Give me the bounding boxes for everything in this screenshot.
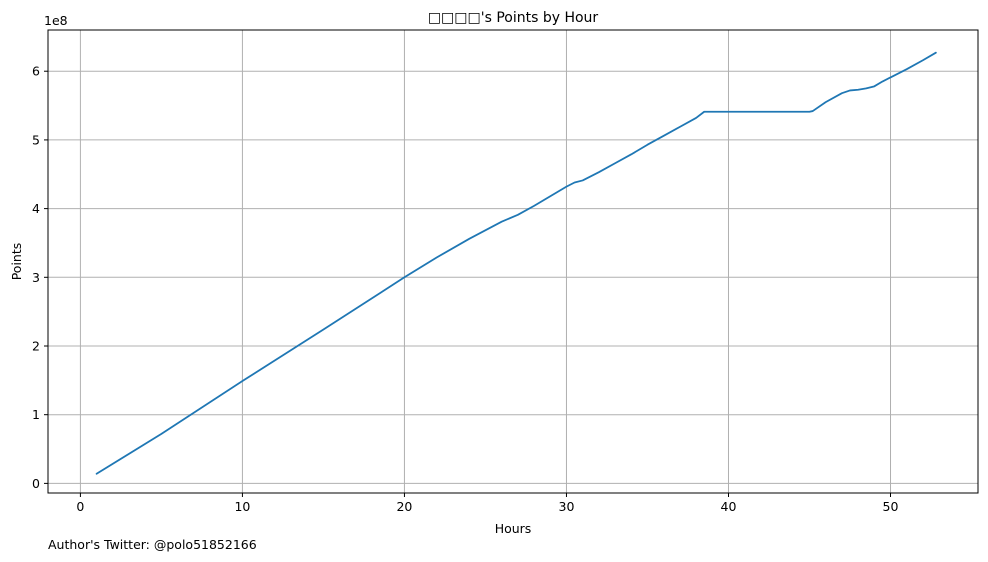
series-layer [95, 51, 937, 475]
y-tick-label: 0 [32, 476, 40, 491]
y-tick-label: 3 [32, 270, 40, 285]
x-axis-label: Hours [495, 521, 532, 536]
grid [48, 30, 978, 493]
x-tick-label: 10 [234, 499, 250, 514]
author-credit: Author's Twitter: @polo51852166 [48, 537, 257, 552]
y-tick-label: 2 [32, 338, 40, 353]
y-tick-label: 5 [32, 132, 40, 147]
series-line [95, 51, 937, 475]
y-axis-scale-label: 1e8 [44, 13, 68, 28]
x-tick-label: 40 [721, 499, 737, 514]
y-tick-label: 1 [32, 407, 40, 422]
x-tick-label: 20 [396, 499, 412, 514]
x-tick-label: 30 [559, 499, 575, 514]
axis-ticks: 0 10 20 30 40 50 0 1 2 3 4 5 6 [32, 64, 898, 514]
x-tick-label: 50 [883, 499, 899, 514]
plot-area-frame [47, 29, 979, 494]
chart-title: □□□□'s Points by Hour [428, 10, 599, 26]
y-tick-label: 4 [32, 201, 40, 216]
y-tick-label: 6 [32, 64, 40, 79]
y-axis-label: Points [9, 243, 24, 281]
x-tick-label: 0 [76, 499, 84, 514]
